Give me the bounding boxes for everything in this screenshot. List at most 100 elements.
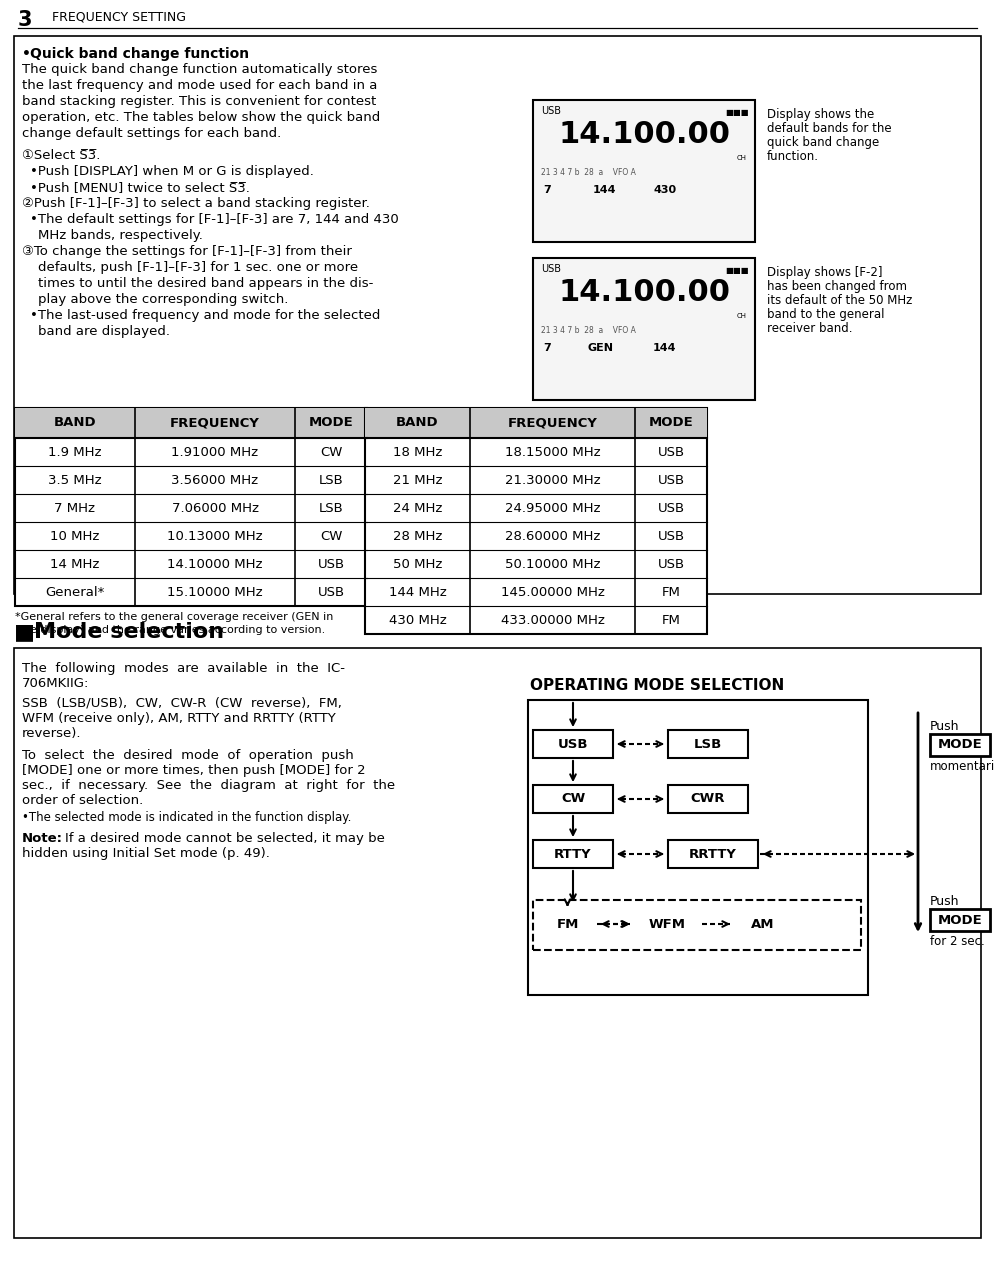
Text: 706MKIIG:: 706MKIIG: xyxy=(22,677,89,690)
Text: AM: AM xyxy=(750,918,773,930)
Text: 14.10000 MHz: 14.10000 MHz xyxy=(167,557,262,570)
Text: ①Select S̅3̅.: ①Select S̅3̅. xyxy=(22,150,100,162)
Text: 14 MHz: 14 MHz xyxy=(51,557,99,570)
Text: 144: 144 xyxy=(592,185,616,196)
Text: USB: USB xyxy=(657,557,684,570)
Text: order of selection.: order of selection. xyxy=(22,794,143,806)
Bar xyxy=(533,100,754,242)
Text: WFM: WFM xyxy=(648,918,685,930)
Text: USB: USB xyxy=(541,265,561,273)
Text: USB: USB xyxy=(657,529,684,542)
Text: has been changed from: has been changed from xyxy=(766,280,907,293)
Text: RRTTY: RRTTY xyxy=(689,847,737,860)
Text: ■■■: ■■■ xyxy=(725,109,747,118)
Text: FREQUENCY SETTING: FREQUENCY SETTING xyxy=(52,12,186,24)
Text: momentarily: momentarily xyxy=(929,760,994,773)
Bar xyxy=(14,648,980,1238)
Text: hidden using Initial Set mode (p. 49).: hidden using Initial Set mode (p. 49). xyxy=(22,847,269,860)
Text: Display shows [F-2]: Display shows [F-2] xyxy=(766,266,882,279)
Text: ■: ■ xyxy=(14,622,35,642)
Text: USB: USB xyxy=(558,737,587,750)
Text: 7: 7 xyxy=(543,343,551,353)
Bar xyxy=(667,730,747,758)
Text: MODE: MODE xyxy=(308,417,353,429)
Text: •Push [MENU] twice to select S̅3̅.: •Push [MENU] twice to select S̅3̅. xyxy=(30,181,249,194)
Text: MHz bands, respectively.: MHz bands, respectively. xyxy=(38,229,203,242)
Text: ■■■: ■■■ xyxy=(725,266,747,275)
Text: Push: Push xyxy=(929,720,958,734)
Text: MODE: MODE xyxy=(936,914,981,927)
Text: 430 MHz: 430 MHz xyxy=(389,613,446,626)
Text: BAND: BAND xyxy=(396,417,438,429)
Text: 3: 3 xyxy=(18,10,33,29)
Bar xyxy=(929,734,989,757)
Text: Mode selection: Mode selection xyxy=(34,622,224,642)
Text: 10.13000 MHz: 10.13000 MHz xyxy=(167,529,262,542)
Text: Quick band change function: Quick band change function xyxy=(30,47,248,61)
Text: *General refers to the general coverage receiver (GEN in: *General refers to the general coverage … xyxy=(15,612,333,622)
Text: 24.95000 MHz: 24.95000 MHz xyxy=(504,501,599,515)
Text: BAND: BAND xyxy=(54,417,96,429)
Text: default bands for the: default bands for the xyxy=(766,121,891,135)
Text: ③To change the settings for [F-1]–[F-3] from their: ③To change the settings for [F-1]–[F-3] … xyxy=(22,245,352,258)
Text: 433.00000 MHz: 433.00000 MHz xyxy=(500,613,603,626)
Text: 28.60000 MHz: 28.60000 MHz xyxy=(504,529,599,542)
Bar xyxy=(533,258,754,400)
Text: band stacking register. This is convenient for contest: band stacking register. This is convenie… xyxy=(22,95,376,109)
Text: receiver band.: receiver band. xyxy=(766,322,852,335)
Text: USB: USB xyxy=(657,446,684,459)
Text: CWR: CWR xyxy=(690,792,725,805)
Bar xyxy=(667,840,757,868)
Text: 24 MHz: 24 MHz xyxy=(393,501,441,515)
Bar xyxy=(533,730,612,758)
Text: USB: USB xyxy=(657,501,684,515)
Bar xyxy=(15,408,367,438)
Text: 10 MHz: 10 MHz xyxy=(51,529,99,542)
Text: GEN: GEN xyxy=(587,343,613,353)
Text: •The selected mode is indicated in the function display.: •The selected mode is indicated in the f… xyxy=(22,812,351,824)
Text: CW: CW xyxy=(561,792,584,805)
Bar xyxy=(15,408,367,606)
Text: 144 MHz: 144 MHz xyxy=(389,585,446,598)
Text: If a desired mode cannot be selected, it may be: If a desired mode cannot be selected, it… xyxy=(65,832,385,845)
Text: FM: FM xyxy=(661,613,680,626)
Text: the display) and the range varies according to version.: the display) and the range varies accord… xyxy=(15,625,325,635)
Text: General*: General* xyxy=(46,585,104,598)
Bar xyxy=(365,408,707,438)
Bar xyxy=(365,408,707,634)
Text: the last frequency and mode used for each band in a: the last frequency and mode used for eac… xyxy=(22,79,377,92)
Text: USB: USB xyxy=(317,585,344,598)
Text: 21 3 4 7 b  28  a    VFO A: 21 3 4 7 b 28 a VFO A xyxy=(541,167,635,176)
Text: 21.30000 MHz: 21.30000 MHz xyxy=(504,474,599,487)
Text: 3.56000 MHz: 3.56000 MHz xyxy=(171,474,258,487)
Text: sec.,  if  necessary.  See  the  diagram  at  right  for  the: sec., if necessary. See the diagram at r… xyxy=(22,780,395,792)
Text: The quick band change function automatically stores: The quick band change function automatic… xyxy=(22,63,377,75)
Bar xyxy=(533,840,612,868)
Text: [MODE] one or more times, then push [MODE] for 2: [MODE] one or more times, then push [MOD… xyxy=(22,764,365,777)
Text: 7.06000 MHz: 7.06000 MHz xyxy=(171,501,258,515)
Bar xyxy=(14,36,980,594)
Text: reverse).: reverse). xyxy=(22,727,82,740)
Text: 18 MHz: 18 MHz xyxy=(393,446,441,459)
Text: defaults, push [F-1]–[F-3] for 1 sec. one or more: defaults, push [F-1]–[F-3] for 1 sec. on… xyxy=(38,261,358,273)
Text: CH: CH xyxy=(737,313,746,320)
Text: OPERATING MODE SELECTION: OPERATING MODE SELECTION xyxy=(530,679,783,693)
Text: its default of the 50 MHz: its default of the 50 MHz xyxy=(766,294,911,307)
Text: FREQUENCY: FREQUENCY xyxy=(507,417,596,429)
Text: SSB  (LSB/USB),  CW,  CW-R  (CW  reverse),  FM,: SSB (LSB/USB), CW, CW-R (CW reverse), FM… xyxy=(22,697,342,711)
Text: RTTY: RTTY xyxy=(554,847,591,860)
Text: 21 MHz: 21 MHz xyxy=(393,474,441,487)
Text: play above the corresponding switch.: play above the corresponding switch. xyxy=(38,293,288,305)
Text: •The last-used frequency and mode for the selected: •The last-used frequency and mode for th… xyxy=(30,309,380,322)
Text: band to the general: band to the general xyxy=(766,308,884,321)
Text: Push: Push xyxy=(929,895,958,907)
Text: FM: FM xyxy=(661,585,680,598)
Text: LSB: LSB xyxy=(318,501,343,515)
Text: ②Push [F-1]–[F-3] to select a band stacking register.: ②Push [F-1]–[F-3] to select a band stack… xyxy=(22,197,370,210)
Bar xyxy=(540,910,594,938)
Text: LSB: LSB xyxy=(318,474,343,487)
Text: CW: CW xyxy=(319,446,342,459)
Text: 21 3 4 7 b  28  a    VFO A: 21 3 4 7 b 28 a VFO A xyxy=(541,326,635,335)
Text: 7 MHz: 7 MHz xyxy=(55,501,95,515)
Text: CH: CH xyxy=(737,155,746,161)
